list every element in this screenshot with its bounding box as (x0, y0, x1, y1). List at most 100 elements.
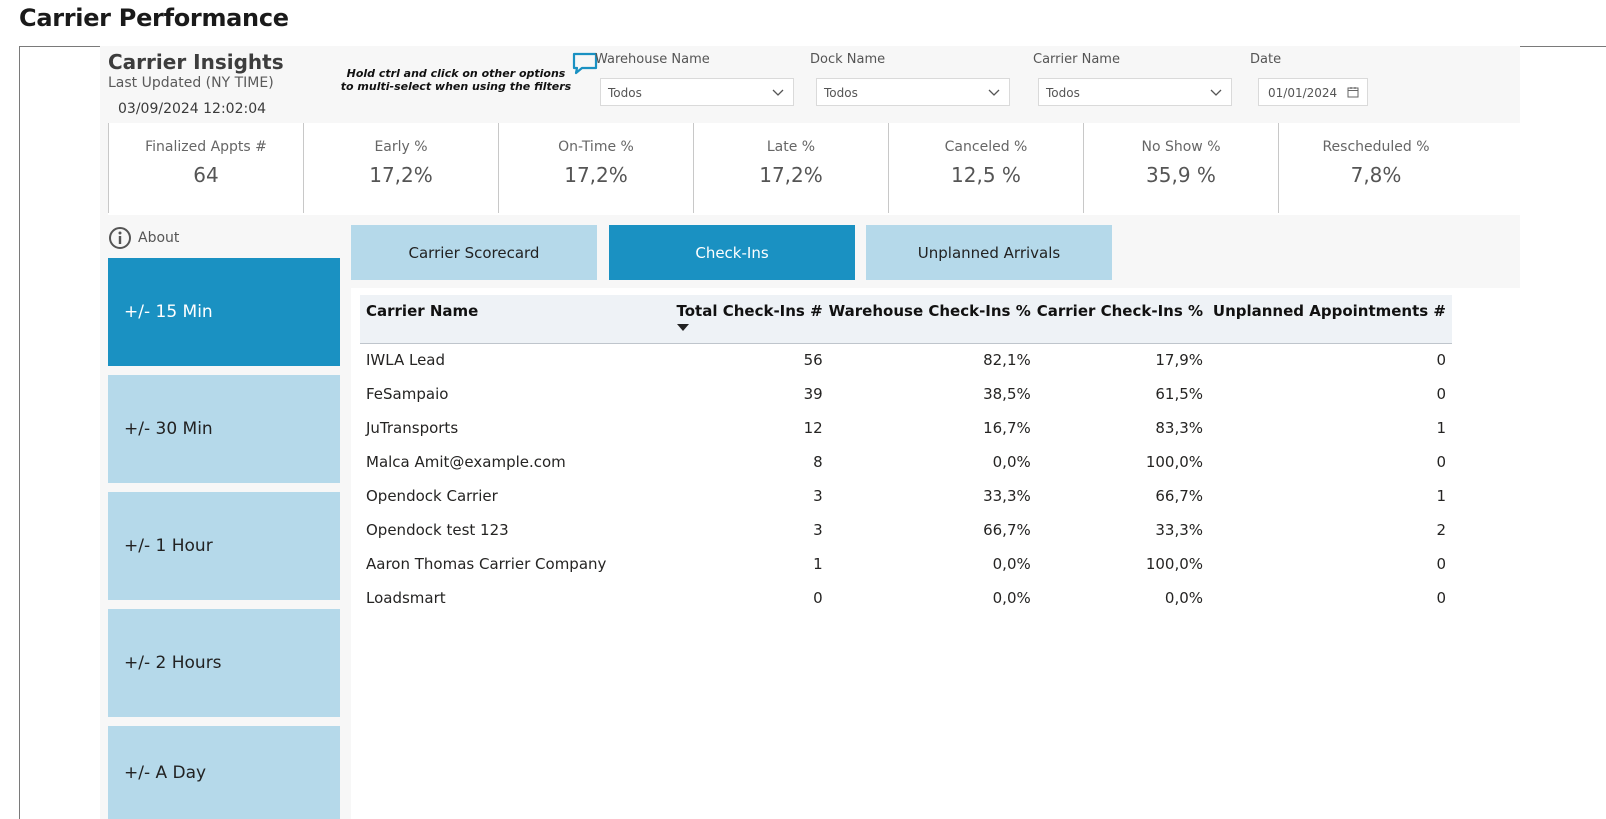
warehouse-filter-dropdown[interactable]: Todos (600, 78, 794, 106)
slicer-a-day[interactable]: +/- A Day (108, 726, 340, 819)
about-label: About (138, 230, 180, 246)
carrier-filter-dropdown[interactable]: Todos (1038, 78, 1232, 106)
cell-unplanned-appointments: 1 (1436, 419, 1446, 437)
about-button[interactable]: About (108, 226, 179, 250)
kpi-value: 12,5 % (951, 163, 1021, 187)
tab-check-ins[interactable]: Check-Ins (609, 225, 855, 280)
table-row[interactable]: JuTransports 12 16,7% 83,3% 1 (360, 411, 1452, 445)
calendar-icon[interactable] (1347, 86, 1359, 98)
check-ins-table-container: Carrier Name Total Check-Ins # Warehouse… (351, 288, 1520, 819)
cell-unplanned-appointments: 0 (1436, 555, 1446, 573)
kpi-card-no-show: No Show % 35,9 % (1083, 123, 1278, 213)
table-header-row: Carrier Name Total Check-Ins # Warehouse… (360, 295, 1452, 344)
dock-filter-dropdown[interactable]: Todos (816, 78, 1010, 106)
tab-carrier-scorecard[interactable]: Carrier Scorecard (351, 225, 597, 280)
kpi-value: 64 (193, 163, 219, 187)
table-row[interactable]: Opendock Carrier 3 33,3% 66,7% 1 (360, 479, 1452, 513)
kpi-card-late: Late % 17,2% (693, 123, 888, 213)
sort-descending-icon (676, 324, 689, 331)
cell-warehouse-check-ins: 33,3% (983, 487, 1031, 505)
kpi-value: 35,9 % (1146, 163, 1216, 187)
table-row[interactable]: Malca Amit@example.com 8 0,0% 100,0% 0 (360, 445, 1452, 479)
date-filter-label: Date (1250, 52, 1282, 67)
cell-carrier-check-ins: 100,0% (1145, 453, 1204, 471)
table-row[interactable]: Loadsmart 0 0,0% 0,0% 0 (360, 581, 1452, 615)
kpi-card-rescheduled: Rescheduled % 7,8% (1278, 123, 1473, 213)
cell-carrier-check-ins: 61,5% (1155, 385, 1204, 403)
cell-carrier-name: Loadsmart (366, 589, 446, 607)
kpi-label: Late % (766, 139, 816, 155)
column-header-total-check-ins[interactable]: Total Check-Ins # (676, 295, 829, 344)
cell-carrier-check-ins: 83,3% (1155, 419, 1204, 437)
cell-total-check-ins: 56 (803, 351, 823, 370)
cell-carrier-check-ins: 100,0% (1145, 555, 1204, 573)
warehouse-filter-label: Warehouse Name (595, 52, 710, 67)
cell-total-check-ins: 3 (813, 487, 823, 505)
info-icon (109, 227, 131, 249)
carrier-filter-value: Todos (1046, 86, 1080, 100)
date-filter-input[interactable]: 01/01/2024 (1258, 78, 1368, 106)
kpi-label: Early % (374, 139, 428, 155)
table-row[interactable]: FeSampaio 39 38,5% 61,5% 0 (360, 377, 1452, 411)
carrier-filter-label: Carrier Name (1033, 52, 1120, 67)
chevron-down-icon (1210, 89, 1222, 96)
insights-title: Carrier Insights (108, 50, 284, 74)
kpi-strip: Finalized Appts # 64 Early % 17,2% On-Ti… (108, 123, 1520, 215)
cell-carrier-name: FeSampaio (366, 385, 449, 403)
table-row[interactable]: IWLA Lead 56 82,1% 17,9% 0 (360, 343, 1452, 377)
column-header-unplanned-appointments[interactable]: Unplanned Appointments # (1209, 295, 1452, 344)
tab-label: Check-Ins (695, 243, 769, 262)
slicer-1-hour[interactable]: +/- 1 Hour (108, 492, 340, 600)
chevron-down-icon (772, 89, 784, 96)
kpi-card-finalized: Finalized Appts # 64 (108, 123, 303, 213)
cell-warehouse-check-ins: 38,5% (983, 385, 1031, 403)
page-title: Carrier Performance (19, 4, 289, 32)
cell-total-check-ins: 0 (813, 589, 823, 607)
cell-warehouse-check-ins: 82,1% (983, 351, 1031, 370)
tab-label: Carrier Scorecard (408, 243, 540, 262)
column-header-carrier-name[interactable]: Carrier Name (360, 295, 677, 344)
slicer-label: +/- A Day (124, 762, 207, 783)
cell-warehouse-check-ins: 0,0% (992, 589, 1031, 607)
slicer-label: +/- 30 Min (124, 419, 213, 439)
kpi-value: 17,2% (564, 163, 628, 187)
cell-unplanned-appointments: 0 (1436, 351, 1446, 370)
last-updated-value: 03/09/2024 12:02:04 (118, 101, 267, 117)
slicer-label: +/- 1 Hour (124, 536, 213, 556)
cell-unplanned-appointments: 0 (1436, 385, 1446, 403)
slicer-2-hours[interactable]: +/- 2 Hours (108, 609, 340, 717)
tab-unplanned-arrivals[interactable]: Unplanned Arrivals (866, 225, 1112, 280)
cell-total-check-ins: 12 (803, 419, 823, 437)
cell-warehouse-check-ins: 0,0% (992, 453, 1031, 471)
cell-unplanned-appointments: 0 (1436, 589, 1446, 607)
warehouse-filter-value: Todos (608, 86, 642, 100)
last-updated-label: Last Updated (NY TIME) (108, 75, 274, 91)
kpi-label: No Show % (1141, 139, 1221, 155)
cell-carrier-check-ins: 17,9% (1155, 351, 1204, 370)
column-header-carrier-check-ins[interactable]: Carrier Check-Ins % (1036, 295, 1210, 344)
cell-carrier-name: Opendock Carrier (366, 487, 498, 505)
chat-icon[interactable] (572, 52, 598, 76)
kpi-label: Finalized Appts # (145, 139, 267, 155)
kpi-label: Rescheduled % (1322, 139, 1430, 155)
cell-warehouse-check-ins: 66,7% (983, 521, 1031, 539)
slicer-15-min[interactable]: +/- 15 Min (108, 258, 340, 366)
cell-warehouse-check-ins: 0,0% (992, 555, 1031, 573)
tab-label: Unplanned Arrivals (917, 243, 1061, 262)
cell-carrier-check-ins: 0,0% (1164, 589, 1204, 607)
kpi-value: 7,8% (1350, 163, 1402, 187)
slicer-label: +/- 15 Min (124, 302, 213, 322)
cell-total-check-ins: 39 (803, 385, 823, 403)
kpi-card-on-time: On-Time % 17,2% (498, 123, 693, 213)
dock-filter-value: Todos (824, 86, 858, 100)
table-row[interactable]: Opendock test 123 3 66,7% 33,3% 2 (360, 513, 1452, 547)
column-header-warehouse-check-ins[interactable]: Warehouse Check-Ins % (828, 295, 1037, 344)
cell-carrier-check-ins: 66,7% (1155, 487, 1204, 505)
table-row[interactable]: Aaron Thomas Carrier Company 1 0,0% 100,… (360, 547, 1452, 581)
cell-unplanned-appointments: 1 (1436, 487, 1446, 505)
column-header-label: Total Check-Ins # (676, 302, 823, 320)
slicer-30-min[interactable]: +/- 30 Min (108, 375, 340, 483)
kpi-card-canceled: Canceled % 12,5 % (888, 123, 1083, 213)
kpi-label: Canceled % (944, 139, 1028, 155)
filter-hint: Hold ctrl and click on other options to … (340, 67, 572, 93)
